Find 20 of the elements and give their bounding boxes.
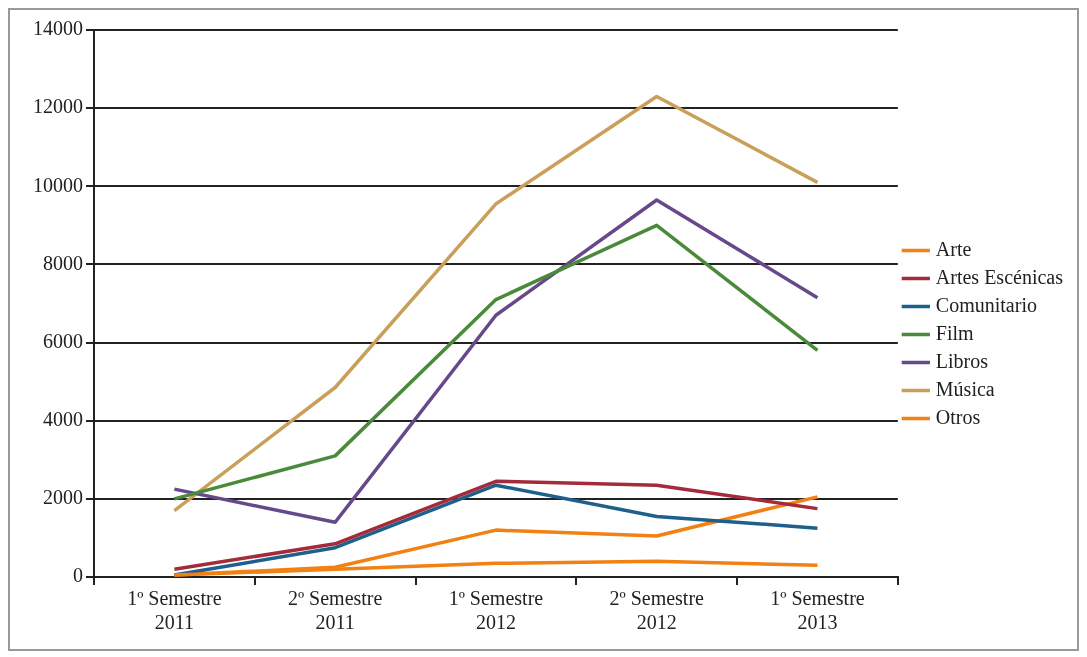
y-tick-label: 10000 bbox=[33, 173, 83, 196]
legend-label: Comunitario bbox=[935, 293, 1037, 316]
legend-label: Música bbox=[935, 377, 995, 400]
legend-label: Otros bbox=[935, 405, 981, 428]
legend-label: Libros bbox=[935, 349, 989, 372]
y-tick-label: 6000 bbox=[43, 329, 83, 352]
y-tick-label: 8000 bbox=[43, 251, 83, 274]
x-tick-label: 1º Semestre 2011 bbox=[127, 587, 222, 634]
legend-label: Arte bbox=[935, 237, 972, 260]
legend-label: Film bbox=[935, 321, 975, 344]
legend-label: Artes Escénicas bbox=[935, 265, 1064, 288]
y-tick-label: 2000 bbox=[43, 486, 83, 509]
y-tick-label: 4000 bbox=[43, 407, 83, 430]
x-tick-label: 2º Semestre 2012 bbox=[609, 587, 705, 634]
y-tick-label: 12000 bbox=[33, 95, 83, 118]
y-tick-label: 14000 bbox=[33, 17, 83, 40]
y-tick-label: 0 bbox=[73, 564, 83, 587]
x-tick-label: 2º Semestre 2011 bbox=[287, 587, 383, 634]
x-tick-label: 1º Semestre 2012 bbox=[448, 587, 544, 634]
x-tick-label: 1º Semestre 2013 bbox=[770, 587, 865, 634]
